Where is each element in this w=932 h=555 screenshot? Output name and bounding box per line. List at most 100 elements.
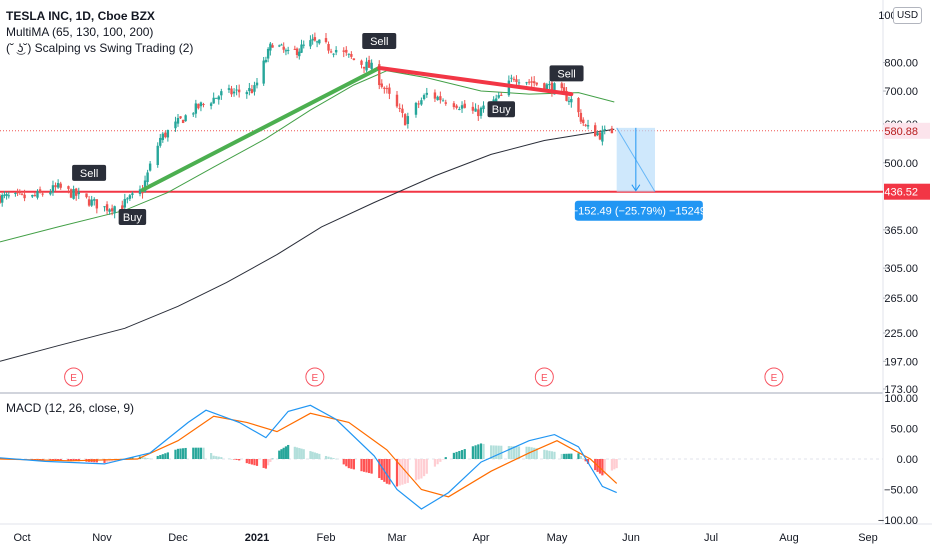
time-tick-label: Sep — [858, 532, 878, 544]
signal-label-box — [487, 101, 516, 118]
earnings-circle — [305, 367, 325, 387]
candle-body — [586, 125, 590, 127]
earnings-marker[interactable]: E — [534, 367, 554, 387]
macd-histogram-bar — [543, 449, 546, 459]
macd-histogram-bar — [378, 459, 381, 479]
macd-histogram-bar — [278, 450, 281, 459]
candle-body — [458, 109, 461, 111]
candle-body — [282, 46, 285, 50]
macd-histogram-bar — [441, 459, 445, 460]
candle-body — [601, 130, 604, 142]
signal-sell-label[interactable]: Sell — [362, 32, 397, 49]
signal-label-text: Buy — [492, 104, 511, 116]
macd-histogram-bar — [525, 446, 528, 459]
macd-histogram-bar — [613, 459, 616, 470]
macd-histogram-bar — [474, 445, 477, 459]
macd-histogram-bar — [67, 459, 70, 461]
time-tick-label: 2021 — [245, 532, 269, 544]
candle-body — [593, 125, 597, 137]
candle-body — [298, 51, 301, 57]
macd-histogram-bar — [149, 458, 152, 460]
macd-histogram-bar — [582, 458, 585, 460]
current-price-badge: 580.88 — [884, 122, 930, 139]
signal-buy-label[interactable]: Buy — [118, 209, 147, 226]
macd-legend[interactable]: MACD (12, 26, close, 9) — [6, 401, 135, 415]
earnings-label: E — [771, 373, 778, 384]
candle-body — [245, 92, 249, 95]
macd-histogram-bar — [420, 459, 423, 479]
macd-histogram-bar — [298, 448, 301, 459]
candle-body — [398, 107, 401, 109]
macd-histogram-bar — [69, 459, 73, 461]
macd-histogram-bar — [365, 459, 368, 473]
macd-histogram-bar — [579, 455, 582, 459]
macd-histogram-bar — [460, 450, 464, 459]
symbol-title[interactable]: TESLA INC, 1D, Cboe BZX — [6, 9, 155, 23]
macd-histogram-bar — [217, 456, 220, 459]
time-tick-label: Mar — [388, 532, 407, 544]
currency-button[interactable]: USD — [893, 7, 922, 24]
macd-histogram-bar — [108, 459, 111, 462]
macd-histogram-bar — [267, 459, 270, 466]
candle-body — [543, 83, 546, 91]
macd-histogram-bar — [471, 446, 474, 459]
macd-histogram-bar — [533, 447, 536, 459]
candle-body — [59, 183, 62, 188]
indicator-multima-label[interactable]: MultiMA (65, 130, 100, 200) — [6, 25, 154, 39]
candle-body — [264, 59, 268, 62]
candle-body — [95, 199, 99, 209]
macd-histogram-bar — [345, 459, 348, 467]
candle-body — [471, 106, 475, 111]
candle-body — [248, 88, 251, 92]
support-level-badge: 436.52 — [884, 183, 930, 200]
time-tick-label: Nov — [92, 532, 112, 544]
candle-body — [90, 199, 93, 206]
price-tick-label: 305.00 — [884, 263, 918, 275]
candle-body — [420, 100, 423, 105]
moving-average-line[interactable] — [0, 70, 615, 243]
macd-line[interactable] — [0, 404, 617, 510]
macd-histogram-bar — [452, 452, 456, 459]
signal-sell-label[interactable]: Sell — [72, 164, 107, 181]
signal-sell-label[interactable]: Sell — [549, 65, 584, 82]
earnings-marker[interactable]: E — [764, 367, 784, 387]
macd-histogram-bar — [335, 458, 338, 460]
macd-signal-line[interactable] — [0, 412, 618, 498]
trend-line[interactable] — [140, 65, 382, 193]
macd-histogram-bar — [159, 455, 162, 459]
measure-diagonal — [616, 127, 656, 192]
time-tick-label: Jun — [622, 532, 640, 544]
candle-body — [455, 105, 458, 108]
price-tick-label: 225.00 — [884, 328, 918, 340]
macd-histogram-bar — [610, 459, 614, 471]
candle-body — [603, 129, 606, 131]
candle-body — [295, 48, 299, 56]
earnings-circle — [764, 367, 784, 387]
macd-histogram-bar — [295, 447, 299, 459]
price-tick-label: 800.00 — [884, 58, 918, 70]
macd-histogram-bar — [49, 459, 52, 461]
macd-histogram-bar — [311, 451, 314, 459]
candle-body — [49, 192, 52, 195]
macd-tick-label: 50.00 — [890, 424, 918, 436]
trend-line[interactable] — [377, 65, 574, 97]
candle-body — [77, 192, 80, 195]
moving-average-line[interactable] — [0, 128, 615, 362]
earnings-marker[interactable]: E — [305, 367, 325, 387]
earnings-marker[interactable]: E — [64, 367, 84, 387]
macd-histogram-bar — [293, 446, 296, 459]
price-tick-label: 700.00 — [884, 86, 918, 98]
macd-histogram-bar — [439, 459, 442, 462]
macd-histogram-bar — [482, 443, 485, 459]
candle-body — [582, 119, 585, 124]
macd-histogram-bar — [255, 459, 259, 466]
price-tick-label: 197.00 — [884, 356, 918, 368]
macd-histogram-bar — [515, 446, 518, 459]
indicator-scalping-label[interactable]: (˘ ͜ʖ˘) Scalping vs Swing Trading (2) — [6, 41, 194, 55]
macd-histogram-bar — [166, 452, 169, 459]
candle-body — [23, 194, 26, 199]
candle-body — [250, 89, 254, 94]
signal-buy-label[interactable]: Buy — [487, 101, 516, 118]
macd-histogram-bar — [59, 459, 62, 461]
